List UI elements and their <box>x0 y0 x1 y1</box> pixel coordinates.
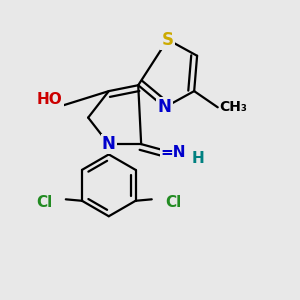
Text: H: H <box>191 151 204 166</box>
Text: N: N <box>102 135 116 153</box>
Text: N: N <box>158 98 172 116</box>
Text: =N: =N <box>161 146 186 160</box>
Text: S: S <box>162 31 174 49</box>
Text: Cl: Cl <box>36 195 52 210</box>
Text: HO: HO <box>37 92 63 107</box>
Text: CH₃: CH₃ <box>219 100 247 114</box>
Text: Cl: Cl <box>165 195 181 210</box>
